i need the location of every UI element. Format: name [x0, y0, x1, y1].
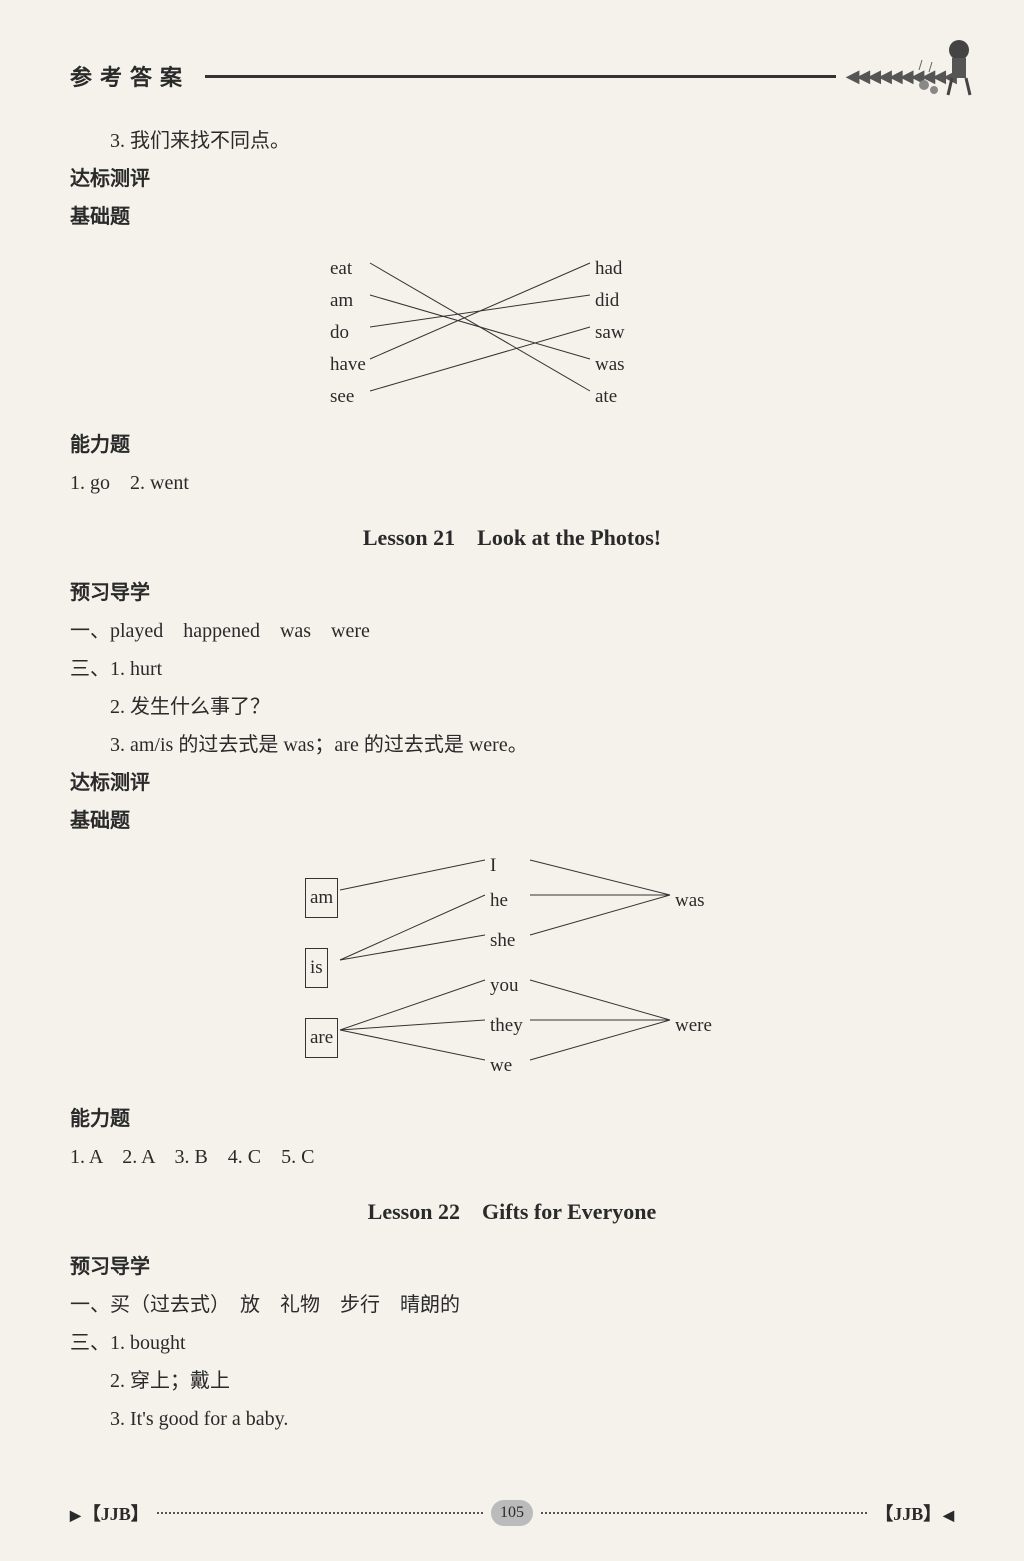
matching-diagram-1: eatamdohavesee haddidsawwasate [300, 246, 700, 416]
diagram-node: have [330, 347, 366, 383]
page-content: 3. 我们来找不同点。 达标测评 基础题 eatamdohaveseehaddi… [70, 122, 954, 1438]
lesson-title: Lesson 21 Look at the Photos! [70, 517, 954, 559]
section-heading: 基础题 [70, 802, 954, 840]
diagram-node: is [305, 948, 328, 988]
diagram-node: he [490, 883, 508, 919]
diagram-node: we [490, 1048, 512, 1084]
section-heading: 能力题 [70, 1100, 954, 1138]
footer-right: 【JJB】 [875, 1500, 954, 1526]
answer-line: 一、买（过去式） 放 礼物 步行 晴朗的 [70, 1286, 954, 1324]
diagram-node: she [490, 923, 515, 959]
diagram-node: are [305, 1018, 338, 1058]
header-title: 参考答案 [70, 60, 190, 92]
diagram-node: am [330, 283, 353, 319]
diagram-node: did [595, 283, 619, 319]
footer-left: 【JJB】 [70, 1500, 149, 1526]
diagram-node: was [595, 347, 625, 383]
answer-line: 三、1. bought [70, 1324, 954, 1362]
section-heading: 基础题 [70, 198, 954, 236]
answer-line: 3. 我们来找不同点。 [70, 122, 954, 160]
answer-line: 1. A 2. A 3. B 4. C 5. C [70, 1138, 954, 1176]
section-heading: 能力题 [70, 426, 954, 464]
header-rule [205, 75, 836, 78]
page-footer: 【JJB】 105 【JJB】 [70, 1500, 954, 1526]
page-number: 105 [491, 1500, 533, 1526]
lesson-title: Lesson 22 Gifts for Everyone [70, 1191, 954, 1233]
diagram-node: eat [330, 251, 352, 287]
diagram-node: they [490, 1008, 523, 1044]
diagram-node: you [490, 968, 519, 1004]
answer-line: 2. 发生什么事了？ [70, 688, 954, 726]
diagram-node: was [675, 883, 705, 919]
section-heading: 达标测评 [70, 160, 954, 198]
header-illustration-icon [904, 30, 984, 110]
answer-line: 2. 穿上；戴上 [70, 1362, 954, 1400]
diagram-node: am [305, 878, 338, 918]
diagram-node: were [675, 1008, 712, 1044]
section-heading: 预习导学 [70, 574, 954, 612]
answer-line: 3. It's good for a baby. [70, 1400, 954, 1438]
diagram-lines [300, 246, 700, 416]
answer-line: 三、1. hurt [70, 650, 954, 688]
answer-line: 1. go 2. went [70, 464, 954, 502]
diagram-node: saw [595, 315, 625, 351]
diagram-node: I [490, 848, 496, 884]
answer-line: 3. am/is 的过去式是 was；are 的过去式是 were。 [70, 726, 954, 764]
matching-diagram-2: am is are Ihe she you they we was were [270, 850, 770, 1090]
footer-dots [157, 1512, 483, 1514]
page-header: 参考答案 ◀◀◀◀◀◀◀◀◀◀ [70, 60, 954, 92]
answer-line: 一、played happened was were [70, 612, 954, 650]
diagram-node: had [595, 251, 622, 287]
diagram-node: do [330, 315, 349, 351]
section-heading: 达标测评 [70, 764, 954, 802]
footer-dots [541, 1512, 867, 1514]
diagram-node: see [330, 379, 354, 415]
section-heading: 预习导学 [70, 1248, 954, 1286]
diagram-node: ate [595, 379, 617, 415]
